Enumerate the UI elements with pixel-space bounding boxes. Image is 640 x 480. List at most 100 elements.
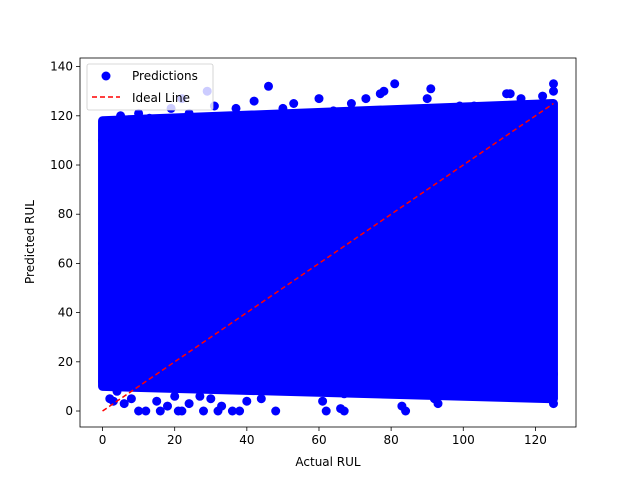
scatter-point [206, 394, 216, 404]
scatter-point [235, 406, 245, 416]
scatter-point [390, 79, 400, 89]
scatter-point [303, 384, 313, 394]
scatter-point [480, 384, 490, 394]
y-tick-label: 100 [50, 158, 73, 172]
scatter-point [144, 113, 154, 123]
plot-frame [79, 57, 577, 428]
scatter-point [101, 121, 111, 131]
scatter-point [523, 362, 533, 372]
dense-point-band [98, 99, 558, 404]
y-axis-ticks: 0 20 40 60 80 100 120 140 [50, 60, 80, 418]
scatter-point [98, 377, 107, 386]
scatter-point [231, 103, 241, 113]
scatter-point [346, 99, 356, 108]
scatter-point [242, 396, 252, 406]
scatter-point [116, 111, 126, 121]
scatter-point [134, 108, 144, 118]
scatter-point [278, 103, 288, 113]
scatter-point [155, 406, 165, 416]
scatter-point [184, 399, 194, 409]
scatter-point [451, 369, 461, 379]
scatter-point [549, 86, 558, 96]
scatter-point [256, 394, 266, 404]
x-tick-label: 120 [524, 433, 547, 447]
scatter-point [152, 396, 162, 406]
scatter-point [249, 96, 259, 106]
y-tick-label: 0 [65, 404, 73, 418]
scatter-point [538, 91, 548, 101]
scatter-point [466, 362, 475, 372]
scatter-point [285, 381, 295, 391]
scatter-point [455, 101, 465, 111]
scatter-point [361, 94, 371, 104]
scatter-points [98, 79, 558, 416]
scatter-point [339, 389, 349, 399]
scatter-point [530, 377, 540, 386]
scatter-point [134, 406, 144, 416]
x-tick-label: 80 [383, 433, 398, 447]
y-tick-label: 120 [50, 109, 73, 123]
y-tick-label: 40 [58, 306, 73, 320]
scatter-point [386, 386, 396, 396]
scatter-point [354, 381, 364, 391]
legend-label-ideal-line: Ideal Line [132, 91, 190, 105]
scatter-point [119, 399, 129, 409]
scatter-point [289, 99, 299, 108]
x-tick-label: 60 [311, 433, 326, 447]
y-tick-label: 60 [58, 256, 73, 270]
scatter-point [433, 399, 443, 409]
scatter-point [408, 111, 418, 121]
y-tick-label: 20 [58, 355, 73, 369]
ideal-line-layer [102, 102, 554, 412]
scatter-point [199, 406, 208, 416]
scatter-point [469, 101, 479, 111]
y-tick-label: 140 [50, 60, 73, 74]
scatter-point [498, 377, 508, 386]
x-tick-label: 0 [99, 433, 107, 447]
scatter-point [549, 369, 558, 379]
scatter-point [512, 369, 522, 379]
scatter-point [264, 81, 273, 91]
scatter-point [328, 106, 338, 116]
scatter-point [549, 399, 558, 409]
scatter-point [163, 401, 172, 411]
scatter-point [379, 86, 389, 96]
scatter-point [545, 386, 555, 396]
scatter-point [217, 401, 227, 411]
scatter-point [184, 108, 194, 118]
legend-box [86, 63, 214, 111]
scatter-point [112, 386, 122, 396]
scatter-point [141, 406, 151, 416]
scatter-point [372, 381, 382, 391]
scatter-point [339, 406, 349, 416]
x-tick-label: 100 [452, 433, 475, 447]
scatter-point [426, 84, 436, 94]
scatter-point [415, 369, 425, 379]
scatter-point [177, 406, 187, 416]
x-axis-ticks: 0 20 40 60 80 100 120 [99, 427, 547, 447]
scatter-point [505, 89, 515, 99]
scatter-point [516, 94, 526, 104]
x-tick-label: 20 [167, 433, 182, 447]
scatter-point [444, 103, 454, 113]
scatter-point [98, 135, 107, 145]
scatter-point [549, 79, 558, 89]
legend-marker-predictions [101, 71, 111, 81]
scatter-point [271, 406, 281, 416]
scatter-point [108, 396, 118, 406]
scatter-point [314, 94, 324, 104]
x-tick-label: 40 [239, 433, 254, 447]
dense-band-polygon [98, 99, 558, 404]
scatter-point [227, 406, 237, 416]
scatter-point [195, 391, 205, 401]
scatter-point [422, 94, 432, 104]
y-tick-label: 80 [58, 207, 73, 221]
y-axis-label: Predicted RUL [23, 200, 37, 284]
scatter-point [487, 369, 497, 379]
scatter-point [318, 396, 328, 406]
scatter-point [98, 258, 107, 268]
scatter-point [458, 352, 468, 362]
ideal-line [102, 102, 554, 412]
scatter-point [494, 101, 504, 111]
x-axis-label: Actual RUL [295, 455, 361, 469]
